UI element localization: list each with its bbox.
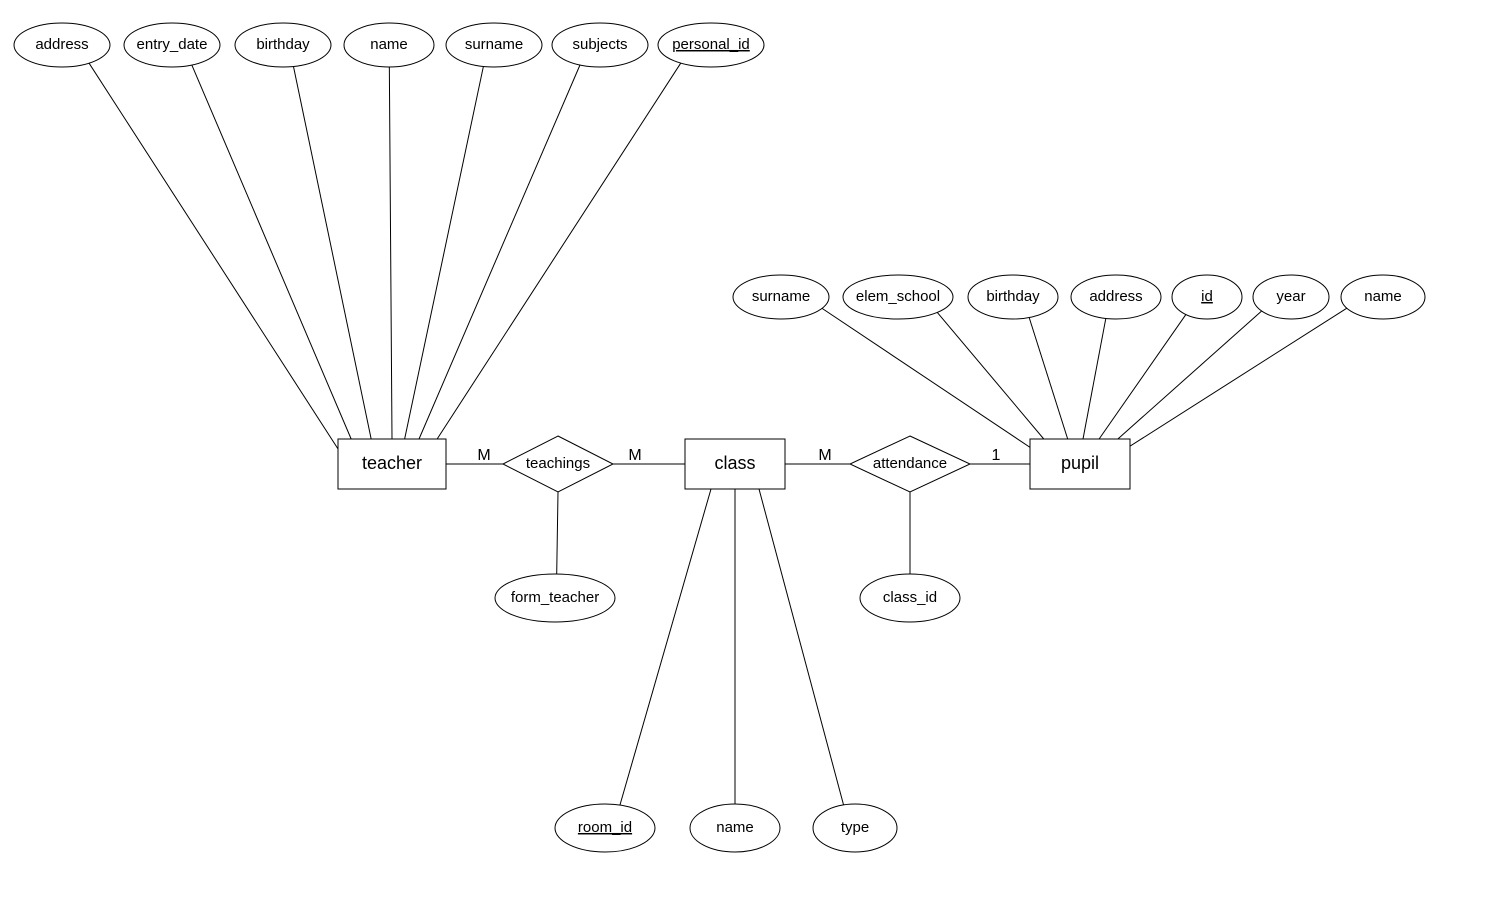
attribute-label: personal_id bbox=[672, 36, 750, 53]
attr-connector bbox=[620, 489, 711, 805]
attr-connector bbox=[1029, 318, 1068, 440]
attribute-label: name bbox=[1364, 288, 1402, 305]
attr-connector bbox=[416, 65, 580, 446]
entity-label: class bbox=[714, 453, 755, 473]
attr-connector bbox=[937, 312, 1048, 444]
attribute-label: class_id bbox=[883, 589, 937, 606]
attribute-label: room_id bbox=[578, 819, 632, 836]
attr-connector bbox=[1097, 315, 1186, 442]
attr-connector bbox=[1124, 308, 1347, 450]
attr-connector bbox=[192, 65, 355, 448]
attr-connector bbox=[389, 67, 392, 439]
attr-connector bbox=[293, 66, 372, 443]
cardinality-label: M bbox=[477, 447, 490, 464]
attr-connector bbox=[822, 308, 1034, 450]
attr-connector bbox=[1110, 311, 1262, 446]
node-labels: teacher class pupil teachings attendance addr… bbox=[35, 36, 1401, 836]
erd-diagram: teacher class pupil teachings attendance addr… bbox=[0, 0, 1500, 904]
relationship-label: attendance bbox=[873, 455, 947, 472]
attr-connector bbox=[89, 63, 340, 452]
attribute-label: entry_date bbox=[137, 36, 208, 53]
attribute-label: elem_school bbox=[856, 288, 940, 305]
entity-label: teacher bbox=[362, 453, 422, 473]
relationship-label: teachings bbox=[526, 455, 590, 472]
attribute-label: birthday bbox=[986, 288, 1040, 305]
attribute-label: subjects bbox=[572, 36, 627, 53]
attribute-label: id bbox=[1201, 288, 1213, 305]
attr-connector bbox=[1083, 318, 1106, 439]
attr-connector bbox=[759, 489, 844, 805]
attr-connector bbox=[557, 492, 558, 574]
attribute-label: address bbox=[1089, 288, 1142, 305]
attribute-label: birthday bbox=[256, 36, 310, 53]
connector-lines bbox=[89, 63, 1347, 805]
attribute-label: address bbox=[35, 36, 88, 53]
cardinality-label: M bbox=[818, 447, 831, 464]
attribute-label: name bbox=[716, 819, 754, 836]
node-shapes bbox=[14, 23, 1425, 852]
attribute-label: surname bbox=[752, 288, 810, 305]
attribute-label: year bbox=[1276, 288, 1305, 305]
attribute-label: name bbox=[370, 36, 408, 53]
attribute-label: form_teacher bbox=[511, 589, 599, 606]
attribute-label: type bbox=[841, 819, 869, 836]
cardinality-label: 1 bbox=[992, 447, 1001, 464]
attribute-label: surname bbox=[465, 36, 523, 53]
cardinality-label: M bbox=[628, 447, 641, 464]
entity-label: pupil bbox=[1061, 453, 1099, 473]
